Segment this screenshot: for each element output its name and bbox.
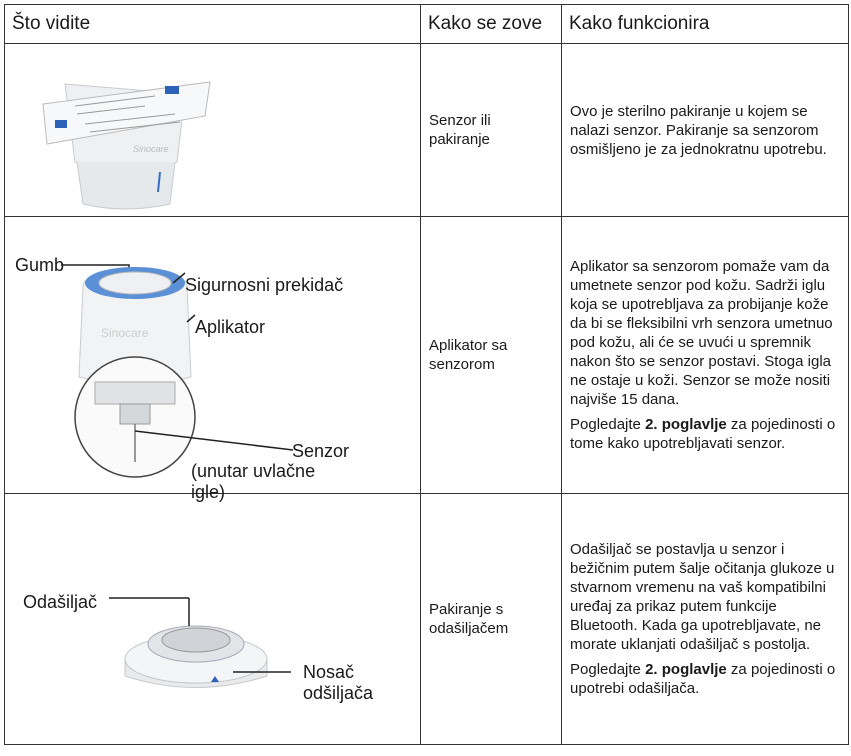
reference-text: za pojedinosti o upotrebi odašiljača. xyxy=(570,661,836,697)
row: Odašiljač Nosač odšiljača Pakiranje s od… xyxy=(4,493,849,745)
applicator-drawing: Sinocare xyxy=(61,264,294,478)
description-cell: Aplikator sa senzorom pomaže vam da umet… xyxy=(561,216,849,494)
parts-table: Što vidite Kako se zove Kako funkcionira… xyxy=(4,4,849,745)
reference-text: za pojedinosti o tome kako upotrebljavat… xyxy=(570,416,836,452)
image-cell: Sinocare Gumb Sigurnosni prekidač Aplika… xyxy=(4,216,421,502)
row: Sinocare Gumb Sigurnosni prekidač Aplika… xyxy=(4,216,849,502)
reference: Pogledajte 2. poglavlje za pojedinosti o… xyxy=(570,660,840,698)
description: Odašiljač se postavlja u senzor i bežičn… xyxy=(570,541,835,653)
description-cell: Ovo je sterilno pakiranje u kojem se nal… xyxy=(561,43,849,217)
transmitter-image: Odašiljač Nosač odšiljača xyxy=(5,494,421,744)
name-cell: Pakiranje s odašiljačem xyxy=(420,493,562,745)
reference-text: Pogledajte xyxy=(570,661,646,678)
applicator-image: Sinocare Gumb Sigurnosni prekidač Aplika… xyxy=(5,217,421,502)
description: Ovo je sterilno pakiranje u kojem se nal… xyxy=(570,102,827,158)
row: Sinocare Senzor ili pakiranje Ovo je ste… xyxy=(4,43,849,217)
image-label: Odašiljač xyxy=(23,592,98,612)
image-label: Sigurnosni prekidač xyxy=(185,275,344,295)
image-cell: Sinocare xyxy=(4,43,421,217)
image-cell: Odašiljač Nosač odšiljača xyxy=(4,493,421,745)
reference-text: Pogledajte xyxy=(570,416,646,433)
name: Senzor ili pakiranje xyxy=(429,112,491,148)
description-cell: Odašiljač se postavlja u senzor i bežičn… xyxy=(561,493,849,745)
image-label: Aplikator xyxy=(195,317,266,337)
image-label: Senzor xyxy=(292,441,350,461)
image-label: Gumb xyxy=(15,255,65,275)
header-row: Što vidite Kako se zove Kako funkcionira xyxy=(4,4,849,44)
name: Aplikator sa senzorom xyxy=(429,337,508,373)
name: Pakiranje s odašiljačem xyxy=(429,601,509,637)
name-cell: Senzor ili pakiranje xyxy=(420,43,562,217)
header-cell: Kako funkcionira xyxy=(561,4,849,44)
description: Aplikator sa senzorom pomaže vam da umet… xyxy=(570,258,833,408)
reference-chapter: 2. poglavlje xyxy=(645,416,727,433)
header-cell: Što vidite xyxy=(4,4,421,44)
transmitter-drawing xyxy=(109,597,291,688)
header-cell: Kako se zove xyxy=(420,4,562,44)
reference: Pogledajte 2. poglavlje za pojedinosti o… xyxy=(570,415,840,453)
svg-text:Sinocare: Sinocare xyxy=(133,144,169,154)
image-label: Nosač odšiljača xyxy=(303,662,374,703)
svg-text:Sinocare: Sinocare xyxy=(101,326,149,340)
package-image: Sinocare xyxy=(5,44,421,216)
image-label: (unutar uvlačne igle) xyxy=(191,461,316,502)
name-cell: Aplikator sa senzorom xyxy=(420,216,562,494)
package-drawing: Sinocare xyxy=(42,81,211,210)
reference-chapter: 2. poglavlje xyxy=(645,661,727,678)
